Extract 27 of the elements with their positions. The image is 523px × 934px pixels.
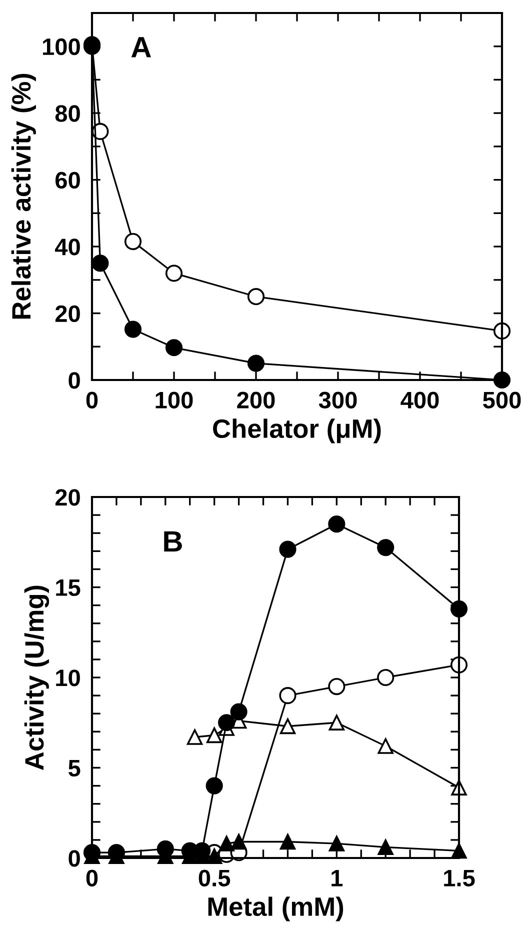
y-axis-title: Relative activity (%): [11, 74, 36, 319]
x-tick-label: 500: [483, 392, 521, 408]
y-tick-label: 80: [55, 105, 80, 122]
x-tick-label: 1: [332, 870, 343, 886]
y-tick-label: 40: [54, 238, 80, 256]
annotation: A: [131, 37, 151, 58]
y-tick-label: 5: [68, 760, 80, 777]
x-axis-title: Chelator (μM): [213, 418, 381, 444]
y-tick-label: 100: [42, 38, 80, 56]
y-tick-label: 60: [55, 172, 80, 189]
y-tick-label: 20: [55, 489, 80, 506]
y-tick-label: 0: [68, 850, 80, 867]
y-axis-title: Activity (U/mg): [24, 586, 50, 770]
x-tick-label: 300: [318, 392, 357, 408]
x-tick-label: 0.5: [198, 870, 230, 886]
annotation: B: [164, 531, 182, 552]
x-tick-label: 100: [156, 392, 193, 408]
x-axis-title: Metal (mM): [208, 896, 344, 922]
x-tick-label: 1.5: [444, 870, 475, 886]
y-tick-label: 10: [56, 670, 80, 686]
y-tick-label: 20: [55, 305, 80, 322]
y-tick-label: 0: [68, 372, 80, 389]
y-tick-label: 15: [56, 580, 80, 596]
x-tick-label: 0: [86, 392, 98, 408]
x-tick-label: 200: [237, 392, 275, 408]
x-tick-label: 0: [86, 870, 98, 886]
x-tick-label: 400: [400, 392, 439, 408]
